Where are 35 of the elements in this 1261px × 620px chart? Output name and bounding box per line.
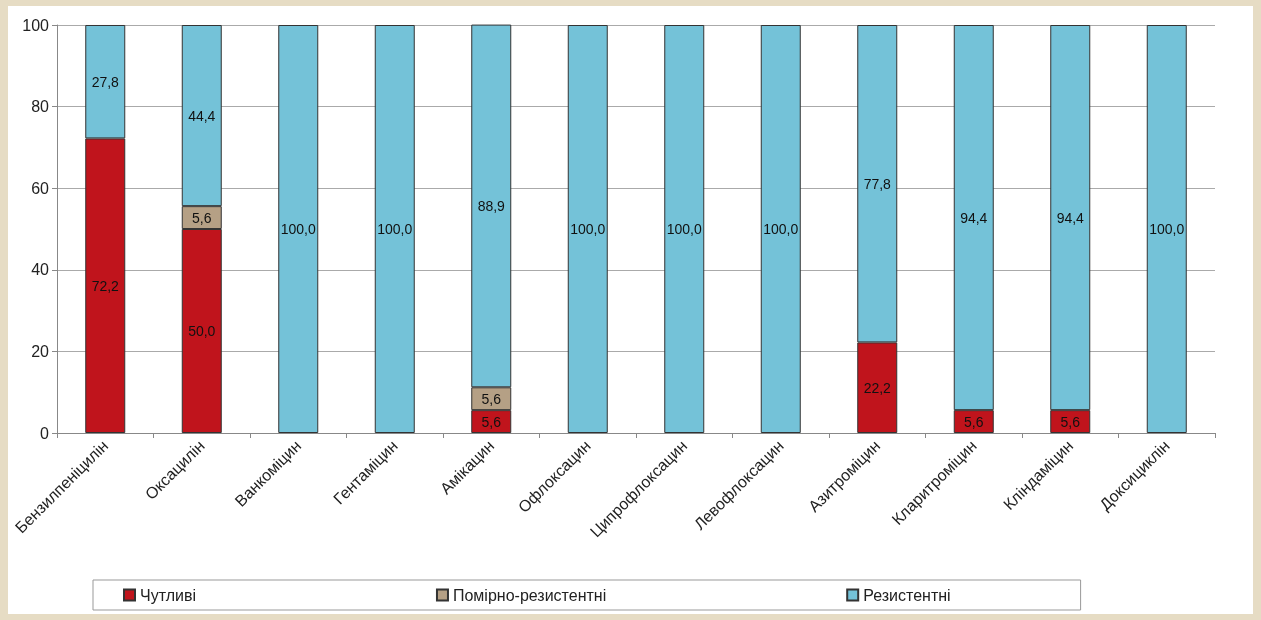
bar — [1146, 25, 1187, 433]
data-label: 100,0 — [666, 221, 702, 237]
bar — [567, 25, 608, 433]
legend-label: Резистентні — [863, 586, 951, 604]
data-label: 5,6 — [1060, 413, 1081, 430]
bar — [760, 25, 801, 433]
data-label: 5,6 — [481, 390, 502, 407]
legend-label: Чутливі — [140, 586, 196, 604]
data-label: 27,8 — [91, 73, 120, 90]
y-tick-label: 40 — [31, 261, 50, 279]
data-label: 100,0 — [1149, 221, 1185, 237]
data-label: 88,9 — [477, 197, 506, 214]
data-label: 100,0 — [280, 221, 316, 237]
data-label: 100,0 — [763, 221, 799, 237]
data-label: 44,4 — [188, 107, 216, 124]
data-label: 5,6 — [192, 209, 212, 226]
y-tick-label: 0 — [40, 424, 50, 442]
legend-label: Помірно-резистентні — [452, 586, 607, 604]
data-label: 100,0 — [570, 221, 606, 237]
data-label: 22,2 — [863, 379, 892, 396]
data-label: 77,8 — [863, 175, 892, 192]
bar — [374, 25, 415, 433]
y-tick-label: 80 — [31, 98, 50, 116]
bar — [664, 25, 705, 433]
data-label: 50,0 — [188, 323, 216, 339]
bar — [278, 25, 319, 433]
data-label: 94,4 — [960, 209, 988, 226]
data-label: 5,6 — [964, 413, 984, 430]
y-tick-label: 100 — [22, 16, 50, 34]
y-tick-label: 20 — [31, 342, 50, 360]
data-label: 5,6 — [481, 413, 502, 430]
data-label: 100,0 — [377, 221, 413, 237]
data-label: 94,4 — [1056, 209, 1085, 226]
data-label: 72,2 — [91, 277, 120, 294]
y-tick-label: 60 — [31, 179, 50, 197]
